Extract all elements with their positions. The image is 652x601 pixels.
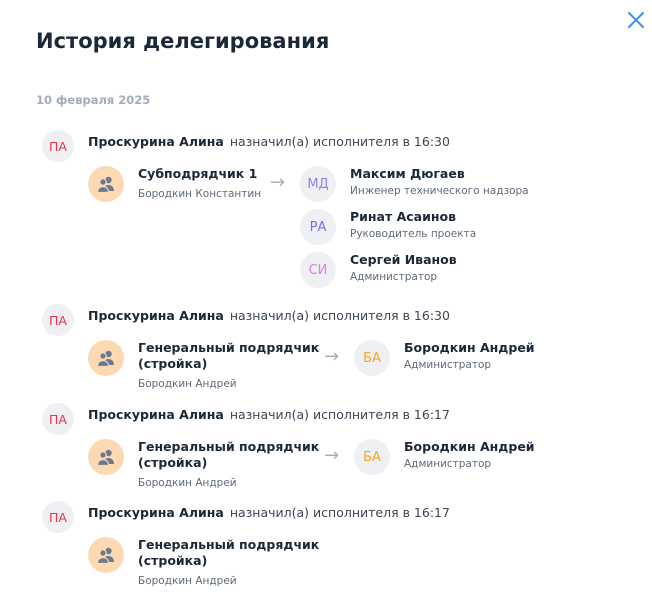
history-entry: ПА Проскурина Алина назначил(а) исполните…	[42, 501, 450, 587]
group-person: Бородкин Андрей	[138, 575, 237, 587]
action-text: назначил(а) исполнителя в 16:17	[229, 504, 450, 520]
assignee-initials: СИ	[308, 262, 328, 278]
history-entry: ПА Проскурина Алина назначил(а) исполните…	[42, 130, 529, 288]
actor-name: Проскурина Алина	[88, 406, 224, 422]
assignee-avatar: РА	[300, 209, 336, 245]
group-person: Бородкин Константин	[138, 188, 262, 200]
assignee-item: БА Бородкин Андрей Администратор	[354, 439, 535, 475]
arrow-right-icon: →	[324, 346, 340, 367]
group-item: Субподрядчик 1 Бородкин Константин	[88, 166, 270, 288]
modal-title: История делегирования	[36, 29, 330, 53]
assignee-role: Администратор	[350, 271, 438, 283]
group-icon	[88, 166, 124, 202]
group-person: Бородкин Андрей	[138, 477, 237, 489]
group-person: Бородкин Андрей	[138, 378, 237, 390]
assignee-role: Администратор	[404, 359, 492, 371]
assignee-name: Бородкин Андрей	[404, 439, 535, 454]
history-entry: ПА Проскурина Алина назначил(а) исполните…	[42, 403, 535, 489]
action-text: назначил(а) исполнителя в 16:30	[229, 307, 450, 323]
group-name: Генеральный подрядчик (стройка)	[138, 439, 320, 470]
assignee-name: Сергей Иванов	[350, 252, 457, 267]
action-text: назначил(а) исполнителя в 16:17	[229, 406, 450, 422]
actor-initials: ПА	[49, 509, 67, 525]
assignee-initials: БА	[363, 449, 381, 465]
assignee-initials: РА	[309, 219, 327, 235]
actor-avatar: ПА	[42, 501, 74, 533]
assignee-initials: БА	[363, 350, 381, 366]
actor-name: Проскурина Алина	[88, 133, 224, 149]
arrow-right-icon: →	[324, 445, 340, 466]
assignee-avatar: БА	[354, 439, 390, 475]
history-entry: ПА Проскурина Алина назначил(а) исполните…	[42, 304, 535, 390]
assignee-item: РА Ринат Асаинов Руководитель проекта	[300, 209, 529, 245]
assignee-avatar: СИ	[300, 252, 336, 288]
actor-name: Проскурина Алина	[88, 504, 224, 520]
group-icon	[88, 340, 124, 376]
group-item: Генеральный подрядчик (стройка) Бородкин …	[88, 340, 324, 390]
group-name: Субподрядчик 1	[138, 166, 258, 181]
assignee-initials: МД	[307, 176, 329, 192]
action-text: назначил(а) исполнителя в 16:30	[229, 133, 450, 149]
group-icon	[88, 439, 124, 475]
group-item: Генеральный подрядчик (стройка) Бородкин …	[88, 439, 324, 489]
group-item: Генеральный подрядчик (стройка) Бородкин …	[88, 537, 324, 587]
actor-avatar: ПА	[42, 130, 74, 162]
assignee-avatar: МД	[300, 166, 336, 202]
date-heading: 10 февраля 2025	[36, 93, 151, 107]
actor-avatar: ПА	[42, 403, 74, 435]
actor-initials: ПА	[49, 411, 67, 427]
actor-avatar: ПА	[42, 304, 74, 336]
assignee-name: Ринат Асаинов	[350, 209, 456, 224]
actor-initials: ПА	[49, 312, 67, 328]
group-name: Генеральный подрядчик (стройка)	[138, 340, 320, 371]
assignee-role: Руководитель проекта	[350, 228, 477, 240]
group-name: Генеральный подрядчик (стройка)	[138, 537, 320, 568]
group-icon	[88, 537, 124, 573]
actor-initials: ПА	[49, 138, 67, 154]
assignee-item: БА Бородкин Андрей Администратор	[354, 340, 535, 376]
assignee-item: МД Максим Дюгаев Инженер технического над…	[300, 166, 529, 202]
assignee-role: Инженер технического надзора	[350, 185, 529, 197]
assignee-role: Администратор	[404, 458, 492, 470]
assignee-name: Максим Дюгаев	[350, 166, 465, 181]
assignee-name: Бородкин Андрей	[404, 340, 535, 355]
close-icon[interactable]	[626, 10, 646, 30]
arrow-right-icon: →	[270, 172, 286, 193]
assignee-avatar: БА	[354, 340, 390, 376]
assignee-item: СИ Сергей Иванов Администратор	[300, 252, 529, 288]
actor-name: Проскурина Алина	[88, 307, 224, 323]
